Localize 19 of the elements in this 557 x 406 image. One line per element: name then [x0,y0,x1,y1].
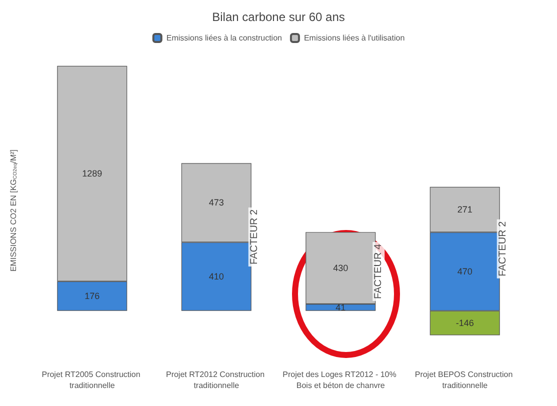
data-label: 1289 [82,168,102,179]
x-tick-label: Projet des Loges RT2012 - 10% Bois et béton de chanvre [282,370,399,390]
annotation: FACTEUR 4 [373,244,384,299]
data-label: 470 [457,266,472,277]
x-tick-label: Projet RT2012 Construction traditionnelle [166,370,267,390]
annotation: FACTEUR 2 [248,209,260,265]
x-tick-label: Projet RT2005 Construction traditionnelle [42,370,143,390]
data-label: 41 [336,302,346,312]
annotation: FACTEUR 2 [497,220,508,276]
data-label: 176 [84,291,100,302]
x-tick-label: Projet BEPOS Construction traditionnelle [414,370,515,390]
data-label: -146 [456,318,474,328]
data-label: 473 [208,198,224,208]
data-label: 271 [457,204,472,215]
data-label: 410 [208,272,224,282]
chart-title: Bilan carbone sur 60 ans [212,10,345,24]
data-label: 430 [333,263,348,274]
legend-label: Emissions liées à la construction [166,34,282,42]
legend-label: Emissions liées à l'utilisation [304,34,405,42]
